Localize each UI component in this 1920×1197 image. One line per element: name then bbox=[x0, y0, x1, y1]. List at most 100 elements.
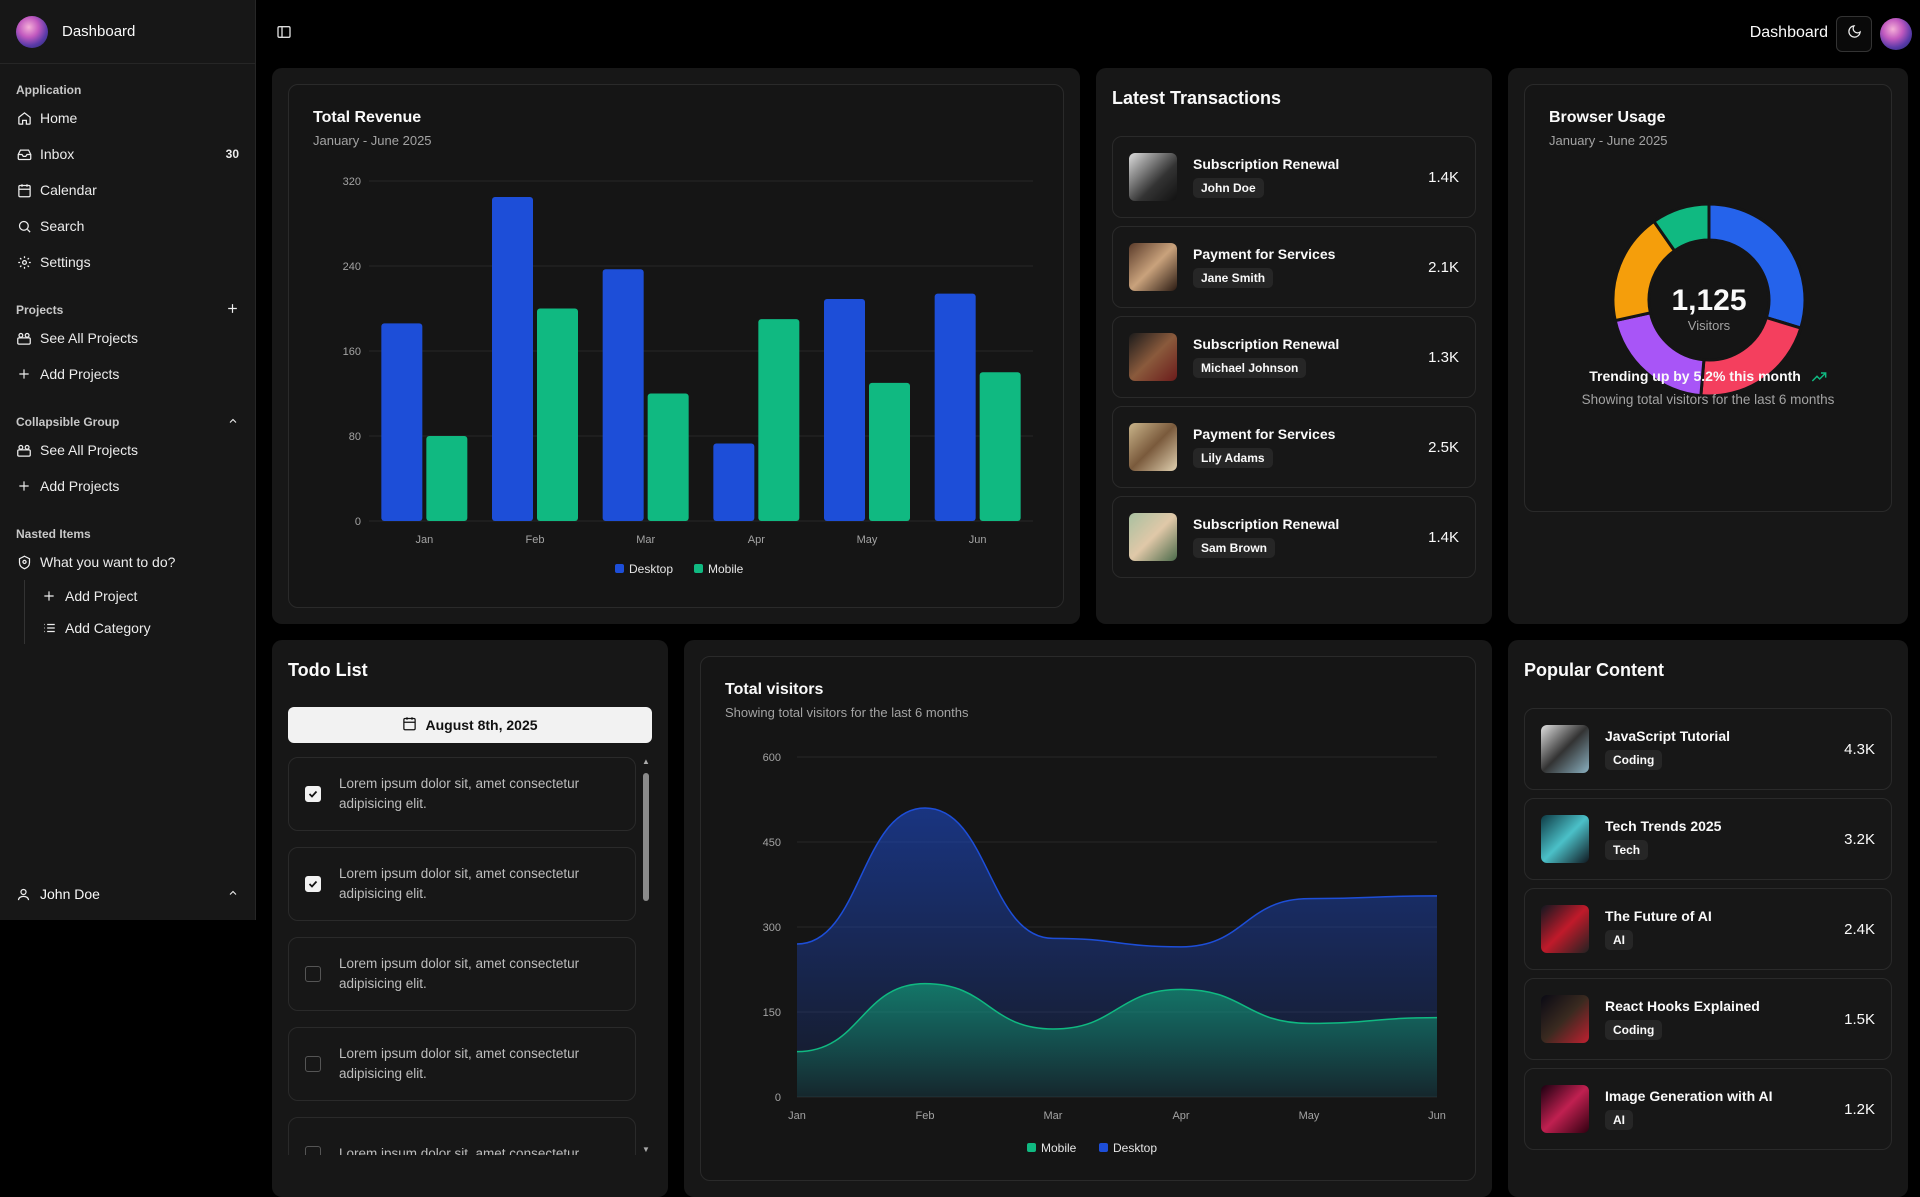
todo-item: Lorem ipsum dolor sit, amet consectetur … bbox=[288, 847, 636, 921]
todo-text: Lorem ipsum dolor sit, amet consectetur … bbox=[339, 956, 580, 991]
projects-icon bbox=[16, 443, 32, 458]
transaction-row[interactable]: Payment for Services Jane Smith 2.1K bbox=[1112, 226, 1476, 308]
sidebar-toggle-icon[interactable] bbox=[276, 24, 294, 42]
browser-panel: Browser Usage January - June 2025 1,125 V… bbox=[1508, 68, 1908, 624]
content-title: Image Generation with AI bbox=[1605, 1088, 1773, 1104]
sidebar-user-menu[interactable]: John Doe bbox=[0, 876, 255, 912]
chevron-up-icon[interactable] bbox=[227, 415, 239, 430]
y-tick-label: 240 bbox=[343, 261, 361, 273]
browser-card: Browser Usage January - June 2025 1,125 V… bbox=[1524, 84, 1892, 512]
group-label[interactable]: Collapsible Group bbox=[16, 412, 239, 432]
popular-row[interactable]: React Hooks Explained Coding 1.5K bbox=[1524, 978, 1892, 1060]
content-views: 4.3K bbox=[1844, 740, 1875, 758]
date-label: August 8th, 2025 bbox=[425, 717, 538, 733]
x-tick-label: Jan bbox=[415, 534, 433, 546]
transaction-row[interactable]: Payment for Services Lily Adams 2.5K bbox=[1112, 406, 1476, 488]
todo-checkbox[interactable] bbox=[305, 876, 321, 892]
transaction-name-badge: Lily Adams bbox=[1193, 448, 1273, 468]
group-label-text: Collapsible Group bbox=[16, 415, 120, 429]
sidebar-item-inbox[interactable]: Inbox 30 bbox=[16, 136, 239, 172]
sidebar-subitem-add-category[interactable]: Add Category bbox=[41, 612, 239, 644]
popular-row[interactable]: Image Generation with AI AI 1.2K bbox=[1524, 1068, 1892, 1150]
sidebar-item-search[interactable]: Search bbox=[16, 208, 239, 244]
content-tag-badge: Coding bbox=[1605, 750, 1663, 770]
legend-label: Desktop bbox=[1113, 1141, 1157, 1155]
sidebar-item-add-projects[interactable]: Add Projects bbox=[16, 468, 239, 504]
avatar bbox=[1129, 243, 1177, 291]
content-thumbnail bbox=[1541, 995, 1589, 1043]
transaction-row[interactable]: Subscription Renewal Sam Brown 1.4K bbox=[1112, 496, 1476, 578]
sidebar-item-see-all-projects[interactable]: See All Projects bbox=[16, 320, 239, 356]
sidebar-item-label: Search bbox=[40, 218, 85, 234]
popular-row[interactable]: Tech Trends 2025 Tech 3.2K bbox=[1524, 798, 1892, 880]
sidebar-item-home[interactable]: Home bbox=[16, 100, 239, 136]
sidebar-item-label: See All Projects bbox=[40, 330, 139, 346]
theme-toggle-button[interactable] bbox=[1836, 16, 1872, 52]
x-tick-label: Apr bbox=[1172, 1110, 1189, 1122]
scroll-down-arrow-icon[interactable]: ▼ bbox=[642, 1145, 650, 1154]
y-tick-label: 80 bbox=[349, 431, 361, 443]
todo-checkbox[interactable] bbox=[305, 1146, 321, 1155]
card-subtitle: January - June 2025 bbox=[1549, 133, 1668, 148]
transaction-row[interactable]: Subscription Renewal John Doe 1.4K bbox=[1112, 136, 1476, 218]
sidebar-item-see-all-projects[interactable]: See All Projects bbox=[16, 432, 239, 468]
todo-text: Lorem ipsum dolor sit, amet consectetur … bbox=[339, 776, 580, 811]
revenue-header: Total Revenue January - June 2025 bbox=[313, 109, 432, 148]
sidebar-header[interactable]: Dashboard bbox=[0, 0, 255, 64]
y-tick-label: 150 bbox=[763, 1007, 781, 1019]
legend-swatch bbox=[1027, 1143, 1036, 1152]
date-picker-button[interactable]: August 8th, 2025 bbox=[288, 707, 652, 743]
popular-panel: Popular Content JavaScript Tutorial Codi… bbox=[1508, 640, 1908, 1197]
scroll-up-arrow-icon[interactable]: ▲ bbox=[642, 757, 650, 766]
sidebar-item-label: Calendar bbox=[40, 182, 97, 198]
todo-text: Lorem ipsum dolor sit, amet consectetur … bbox=[339, 866, 580, 901]
transaction-title: Subscription Renewal bbox=[1193, 516, 1340, 532]
brand-avatar bbox=[16, 15, 48, 48]
avatar bbox=[1129, 423, 1177, 471]
popular-texts: Image Generation with AI AI bbox=[1605, 1088, 1773, 1130]
scrollbar-thumb[interactable] bbox=[643, 773, 649, 901]
visitors-card: Total visitors Showing total visitors fo… bbox=[700, 656, 1476, 1181]
card-title: Total visitors bbox=[725, 681, 824, 698]
todo-scrollbar[interactable]: ▲ ▼ bbox=[640, 757, 652, 1155]
popular-row[interactable]: JavaScript Tutorial Coding 4.3K bbox=[1524, 708, 1892, 790]
section-title: Popular Content bbox=[1524, 660, 1664, 680]
popular-texts: Tech Trends 2025 Tech bbox=[1605, 818, 1721, 860]
popular-row[interactable]: The Future of AI AI 2.4K bbox=[1524, 888, 1892, 970]
add-project-plus-icon[interactable] bbox=[226, 302, 239, 318]
sidebar-subitem-add-project[interactable]: Add Project bbox=[41, 580, 239, 612]
todo-list: Lorem ipsum dolor sit, amet consectetur … bbox=[288, 757, 636, 1155]
todo-checkbox[interactable] bbox=[305, 786, 321, 802]
sidebar-item-add-projects[interactable]: Add Projects bbox=[16, 356, 239, 392]
browser-footnote: Showing total visitors for the last 6 mo… bbox=[1581, 392, 1835, 407]
todo-checkbox[interactable] bbox=[305, 966, 321, 982]
sidebar-item-calendar[interactable]: Calendar bbox=[16, 172, 239, 208]
content-thumbnail bbox=[1541, 815, 1589, 863]
bar-desktop bbox=[824, 298, 865, 521]
moon-icon bbox=[1847, 24, 1862, 44]
content-title: JavaScript Tutorial bbox=[1605, 728, 1731, 744]
transaction-amount: 1.4K bbox=[1428, 528, 1459, 546]
sidebar-item-what-you-want[interactable]: What you want to do? bbox=[16, 544, 239, 580]
content-tag-badge: Coding bbox=[1605, 1020, 1663, 1040]
visitors-panel: Total visitors Showing total visitors fo… bbox=[684, 640, 1492, 1197]
content-tag-badge: AI bbox=[1605, 1110, 1633, 1130]
popular-texts: The Future of AI AI bbox=[1605, 908, 1712, 950]
bar-mobile bbox=[426, 436, 468, 521]
x-tick-label: May bbox=[857, 534, 878, 546]
group-collapsible: Collapsible Group See All Projects Add P… bbox=[0, 412, 255, 504]
plus-icon bbox=[16, 479, 32, 493]
bar-desktop bbox=[492, 196, 533, 521]
transaction-name-badge: Sam Brown bbox=[1193, 538, 1276, 558]
shield-icon bbox=[16, 555, 32, 570]
transaction-amount: 1.4K bbox=[1428, 168, 1459, 186]
visitors-area-chart: 0 150 300 450 600 Jan Feb Mar Apr May Jun Mobile Des… bbox=[763, 752, 1446, 1155]
content-thumbnail bbox=[1541, 725, 1589, 773]
todo-checkbox[interactable] bbox=[305, 1056, 321, 1072]
transaction-row[interactable]: Subscription Renewal Michael Johnson 1.3… bbox=[1112, 316, 1476, 398]
sidebar-item-settings[interactable]: Settings bbox=[16, 244, 239, 280]
y-tick-label: 0 bbox=[775, 1092, 781, 1104]
donut-center-label: Visitors bbox=[1688, 318, 1731, 333]
user-avatar[interactable] bbox=[1880, 18, 1912, 50]
